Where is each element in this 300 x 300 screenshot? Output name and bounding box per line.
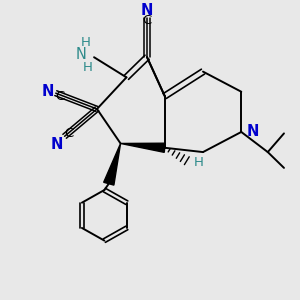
Text: C: C bbox=[64, 127, 74, 140]
Text: H: H bbox=[83, 61, 93, 74]
Polygon shape bbox=[104, 143, 121, 185]
Text: H: H bbox=[81, 36, 91, 49]
Text: C: C bbox=[56, 90, 65, 103]
Text: N: N bbox=[41, 84, 54, 99]
Text: N: N bbox=[51, 137, 63, 152]
Text: N: N bbox=[141, 3, 153, 18]
Polygon shape bbox=[121, 143, 165, 152]
Text: C: C bbox=[142, 14, 152, 27]
Text: N: N bbox=[247, 124, 259, 140]
Text: N: N bbox=[75, 47, 86, 62]
Text: H: H bbox=[193, 156, 203, 169]
